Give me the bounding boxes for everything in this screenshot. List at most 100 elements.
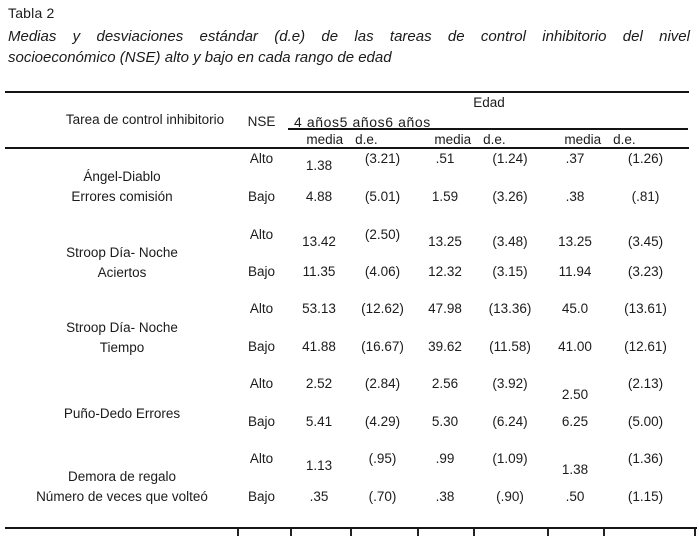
nse-cell: Bajo: [247, 489, 276, 504]
sd-cell: (.90): [496, 489, 524, 504]
mean-cell: 1.13: [305, 458, 333, 473]
age-groups-underline: [288, 128, 688, 130]
header-media-de-4: media d.e.: [282, 132, 402, 147]
sd-cell: (6.24): [492, 414, 528, 429]
task-line-1: Demora de regalo: [67, 469, 177, 484]
header-de-label: d.e.: [483, 132, 506, 147]
sd-cell: (12.62): [361, 301, 404, 316]
task-line-1: Stroop Día- Noche: [66, 245, 178, 260]
nse-cell: Bajo: [247, 414, 276, 429]
column-tick: [350, 529, 352, 536]
sd-cell: (3.45): [627, 234, 664, 249]
mean-cell: .35: [309, 489, 329, 504]
sd-cell: (13.61): [624, 301, 667, 316]
mean-cell: 39.62: [428, 339, 462, 354]
top-rule: [5, 91, 689, 93]
mean-cell: .99: [435, 451, 455, 466]
task-label: Stroop Día- Noche Tiempo: [4, 318, 240, 358]
table-row-bajo: Bajo 5.41 (4.29) 5.30 (6.24) 6.25 (5.00): [233, 415, 688, 429]
sd-cell: (3.48): [492, 234, 528, 249]
mean-cell: .51: [435, 151, 455, 166]
nse-cell: Alto: [249, 451, 274, 466]
sd-cell: (16.67): [361, 339, 404, 354]
task-label: Demora de regalo Número de veces que vol…: [4, 467, 240, 507]
table-row-bajo: Bajo 11.35 (4.06) 12.32 (3.15) 11.94 (3.…: [233, 265, 688, 279]
mean-cell: 45.0: [561, 301, 589, 316]
sd-cell: (3.92): [492, 376, 528, 391]
task-line-1: Ángel-Diablo: [83, 169, 161, 184]
column-tick: [290, 529, 292, 536]
task-label: Stroop Día- Noche Aciertos: [4, 243, 240, 283]
sd-cell: (4.06): [364, 264, 401, 279]
header-media-de-6: media d.e.: [540, 132, 660, 147]
mean-cell: 41.88: [302, 339, 336, 354]
header-media-label: media: [564, 132, 602, 147]
header-age-groups: 4 años5 años6 años: [294, 114, 431, 130]
nse-cell: Alto: [249, 227, 274, 242]
sd-cell: (2.84): [364, 376, 401, 391]
sd-cell: (4.29): [364, 414, 401, 429]
table-row-alto: Alto 13.42 (2.50) 13.25 (3.48) 13.25 (3.…: [233, 227, 688, 249]
caption-line-2: socioeconómico (NSE) alto y bajo en cada…: [8, 49, 392, 66]
mean-cell: 12.32: [428, 264, 462, 279]
table-row-bajo: Bajo 41.88 (16.67) 39.62 (11.58) 41.00 (…: [233, 340, 688, 354]
mean-cell: .38: [565, 189, 585, 204]
mean-cell: 13.42: [302, 234, 336, 249]
sd-cell: (3.15): [492, 264, 528, 279]
header-nse: NSE: [247, 114, 276, 129]
sd-cell: (.95): [368, 451, 397, 466]
mean-cell: 2.56: [431, 376, 459, 391]
sd-cell: (.70): [368, 489, 397, 504]
mean-cell: .50: [565, 489, 585, 504]
mean-cell: 13.25: [428, 234, 462, 249]
bottom-rule: [5, 527, 697, 529]
task-line-1: Stroop Día- Noche: [66, 320, 178, 335]
header-media-label: media: [306, 132, 344, 147]
nse-cell: Bajo: [247, 339, 276, 354]
column-tick: [603, 529, 605, 536]
header-media-label: media: [434, 132, 472, 147]
mean-cell: 5.41: [305, 414, 333, 429]
table-row-bajo: Bajo 4.88 (5.01) 1.59 (3.26) .38 (.81): [233, 190, 688, 204]
sd-cell: (1.09): [492, 451, 528, 466]
sd-cell: (12.61): [624, 339, 667, 354]
task-label: Ángel-Diablo Errores comisión: [4, 167, 240, 207]
header-task-column: Tarea de control inhibitorio: [65, 112, 225, 127]
nse-cell: Bajo: [247, 264, 276, 279]
mean-cell: .38: [435, 489, 455, 504]
table-caption: Medias y desviaciones estándar (d.e) de …: [8, 26, 690, 68]
task-line-2: Número de veces que volteó: [36, 489, 208, 504]
nse-cell: Bajo: [247, 189, 276, 204]
table-row-alto: Alto 2.52 (2.84) 2.56 (3.92) 2.50 (2.13): [233, 376, 688, 402]
mean-cell: 13.25: [558, 234, 592, 249]
sd-cell: (13.36): [488, 301, 532, 316]
caption-line-1: Medias y desviaciones estándar (d.e) de …: [8, 28, 690, 45]
mean-cell: 11.94: [558, 264, 592, 279]
sd-cell: (1.24): [492, 151, 528, 166]
sd-cell: (2.50): [364, 227, 401, 242]
sd-cell: (1.36): [627, 451, 664, 466]
task-line-2: Aciertos: [97, 265, 147, 280]
sd-cell: (5.01): [364, 189, 401, 204]
sd-cell: (3.26): [492, 189, 528, 204]
nse-cell: Alto: [249, 301, 274, 316]
mean-cell: 4.88: [305, 189, 333, 204]
sd-cell: (2.13): [627, 376, 664, 391]
mean-cell: 47.98: [428, 301, 462, 316]
sd-cell: (3.21): [364, 151, 401, 166]
task-line-2: Tiempo: [99, 340, 145, 355]
header-de-label: d.e.: [355, 132, 378, 147]
column-tick: [417, 529, 419, 536]
sd-cell: (5.00): [627, 414, 664, 429]
table-row-alto: Alto 1.38 (3.21) .51 (1.24) .37 (1.26): [233, 151, 688, 173]
mean-cell: 1.38: [305, 158, 333, 173]
sd-cell: (.81): [631, 189, 660, 204]
mean-cell: .37: [565, 151, 585, 166]
nse-cell: Alto: [249, 376, 274, 391]
sd-cell: (3.23): [627, 264, 664, 279]
nse-cell: Alto: [249, 151, 274, 166]
sd-cell: (1.15): [627, 489, 664, 504]
sd-cell: (11.58): [489, 339, 531, 354]
mean-cell: 5.30: [431, 414, 459, 429]
